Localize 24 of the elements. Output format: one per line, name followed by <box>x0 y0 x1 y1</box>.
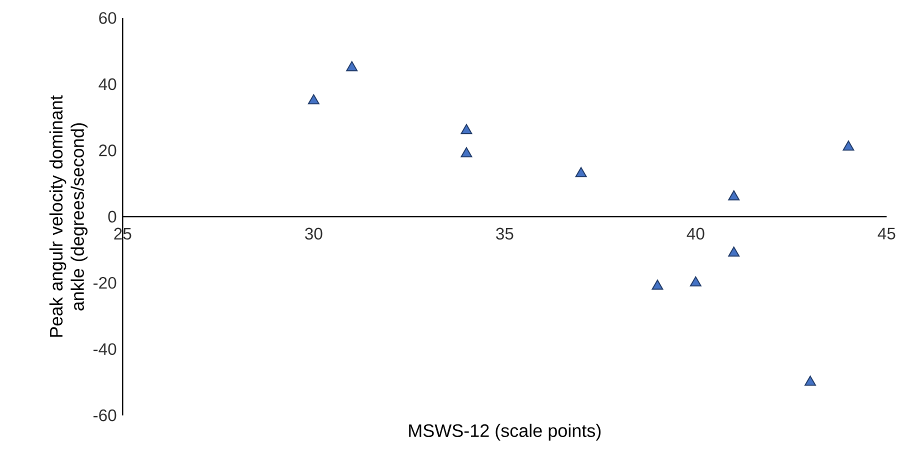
point <box>842 140 854 151</box>
x-tick-label: 45 <box>878 228 896 240</box>
point <box>460 124 472 134</box>
y-tick-label: 0 <box>108 210 116 223</box>
x-tick-label: 35 <box>496 228 514 240</box>
point <box>728 190 740 200</box>
y-tick-label: 40 <box>98 78 116 90</box>
y-tick-label: -20 <box>94 276 116 289</box>
point <box>728 246 740 257</box>
y-axis-title: Peak angulr velocity dominant ankle (degrees/second) <box>49 95 88 337</box>
y-tick-label: -40 <box>94 343 116 356</box>
point <box>690 276 702 286</box>
point <box>652 280 664 290</box>
y-tick-label: -60 <box>94 409 116 422</box>
point <box>575 167 587 178</box>
point <box>308 94 320 104</box>
point <box>804 376 816 386</box>
x-tick-label: 40 <box>686 228 704 240</box>
point <box>346 61 358 72</box>
point <box>460 147 472 158</box>
y-tick-label: 20 <box>99 144 116 156</box>
y-tick-label: 60 <box>99 12 116 24</box>
x-axis-title: MSWS-12 (scale points) <box>409 424 601 441</box>
x-tick-label: 30 <box>305 228 322 240</box>
